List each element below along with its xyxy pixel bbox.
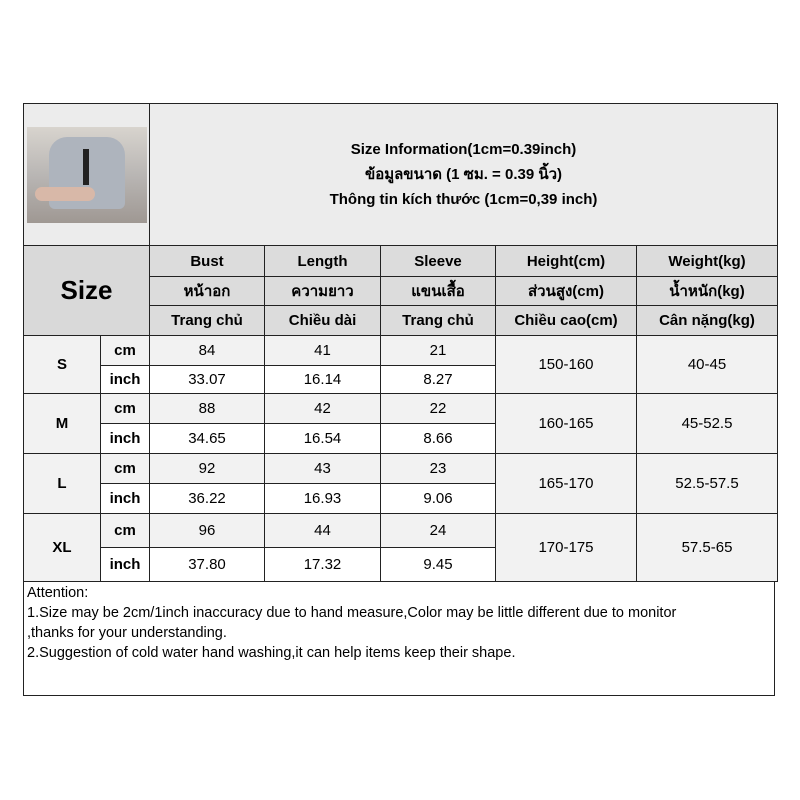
measurement-cell: 21: [380, 335, 496, 366]
table-row: inch 36.22 16.93 9.06: [24, 483, 778, 514]
column-header: Trang chủ: [149, 305, 265, 336]
measurement-cell: 8.27: [380, 365, 496, 394]
column-header: ความยาว: [264, 276, 381, 306]
weight-range: 40-45: [636, 335, 778, 394]
measurement-cell: 23: [380, 453, 496, 484]
table-row: inch 33.07 16.14 8.27: [24, 365, 778, 394]
measurement-cell: 8.66: [380, 423, 496, 454]
measurement-cell: 88: [149, 393, 265, 424]
table-row: inch 37.80 17.32 9.45: [24, 547, 778, 582]
column-header: Trang chủ: [380, 305, 496, 336]
title-line-vi: Thông tin kích thước (1cm=0,39 inch): [329, 191, 598, 208]
weight-range: 52.5-57.5: [636, 453, 778, 514]
column-header: หน้าอก: [149, 276, 265, 306]
table-row: inch 34.65 16.54 8.66: [24, 423, 778, 454]
measurement-cell: 9.45: [380, 547, 496, 582]
attention-line: ,thanks for your understanding.: [27, 625, 227, 641]
attention-line: 2.Suggestion of cold water hand washing,…: [27, 645, 516, 661]
attention-note: Attention: 1.Size may be 2cm/1inch inacc…: [23, 581, 775, 696]
weight-range: 45-52.5: [636, 393, 778, 454]
unit-label: cm: [100, 513, 150, 548]
measurement-cell: 24: [380, 513, 496, 548]
size-label: L: [23, 453, 101, 514]
measurement-cell: 36.22: [149, 483, 265, 514]
title-line-th: ข้อมูลขนาด (1 ซม. = 0.39 นิ้ว): [364, 166, 563, 183]
height-range: 165-170: [495, 453, 637, 514]
column-header: ส่วนสูง(cm): [495, 276, 637, 306]
column-header: Height(cm): [495, 245, 637, 277]
weight-range: 57.5-65: [636, 513, 778, 582]
unit-label: inch: [100, 547, 150, 582]
unit-label: inch: [100, 365, 150, 394]
unit-label: cm: [100, 335, 150, 366]
measurement-cell: 43: [264, 453, 381, 484]
unit-label: cm: [100, 393, 150, 424]
measurement-cell: 33.07: [149, 365, 265, 394]
size-label: XL: [23, 513, 101, 582]
column-header: Cân nặng(kg): [636, 305, 778, 336]
measurement-cell: 92: [149, 453, 265, 484]
column-header: น้ำหนัก(kg): [636, 276, 778, 306]
measurement-cell: 41: [264, 335, 381, 366]
product-photo: [26, 126, 147, 223]
measurement-cell: 17.32: [264, 547, 381, 582]
column-header: Chiều dài: [264, 305, 381, 336]
measurement-cell: 16.14: [264, 365, 381, 394]
height-range: 170-175: [495, 513, 637, 582]
column-header: Length: [264, 245, 381, 277]
unit-label: inch: [100, 483, 150, 514]
measurement-cell: 22: [380, 393, 496, 424]
measurement-cell: 34.65: [149, 423, 265, 454]
unit-label: inch: [100, 423, 150, 454]
measurement-cell: 42: [264, 393, 381, 424]
column-header: Chiều cao(cm): [495, 305, 637, 336]
height-range: 160-165: [495, 393, 637, 454]
column-header: แขนเสื้อ: [380, 276, 496, 306]
measurement-cell: 16.54: [264, 423, 381, 454]
size-header: Size: [23, 245, 150, 336]
height-range: 150-160: [495, 335, 637, 394]
title-line-en: Size Information(1cm=0.39inch): [350, 141, 577, 158]
measurement-cell: 96: [149, 513, 265, 548]
size-label: M: [23, 393, 101, 454]
measurement-cell: 84: [149, 335, 265, 366]
table-row: XL cm 96 44 24 170-175 57.5-65: [23, 513, 778, 582]
attention-line: 1.Size may be 2cm/1inch inaccuracy due t…: [27, 605, 677, 621]
size-info-title: Size Information(1cm=0.39inch) ข้อมูลขนา…: [149, 103, 778, 246]
column-header: Bust: [149, 245, 265, 277]
column-header: Sleeve: [380, 245, 496, 277]
measurement-cell: 16.93: [264, 483, 381, 514]
measurement-cell: 44: [264, 513, 381, 548]
unit-label: cm: [100, 453, 150, 484]
attention-heading: Attention:: [27, 585, 89, 601]
measurement-cell: 37.80: [149, 547, 265, 582]
size-label: S: [23, 335, 101, 394]
measurement-cell: 9.06: [380, 483, 496, 514]
column-header: Weight(kg): [636, 245, 778, 277]
product-image-cell: [23, 103, 150, 246]
size-chart-table: Size Information(1cm=0.39inch) ข้อมูลขนา…: [23, 103, 778, 582]
